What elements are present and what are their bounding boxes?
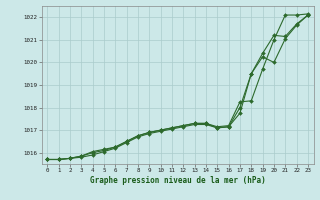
X-axis label: Graphe pression niveau de la mer (hPa): Graphe pression niveau de la mer (hPa)	[90, 176, 266, 185]
